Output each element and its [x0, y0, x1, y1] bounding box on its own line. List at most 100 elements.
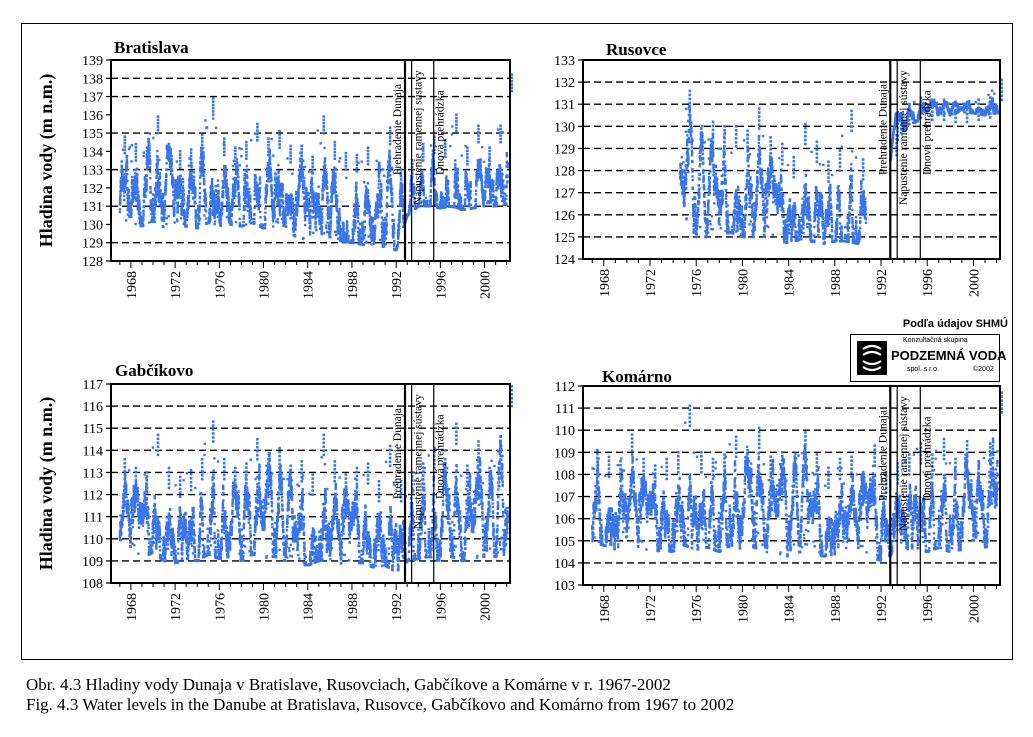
data-point: [315, 221, 317, 223]
data-point: [217, 185, 219, 187]
data-point: [274, 173, 276, 175]
data-point: [198, 208, 200, 210]
data-point: [377, 187, 379, 189]
data-point: [380, 189, 382, 191]
data-point: [324, 157, 326, 159]
data-point: [160, 199, 162, 201]
data-point: [203, 171, 205, 173]
data-point: [331, 200, 333, 202]
data-point: [330, 222, 332, 224]
data-point: [205, 205, 207, 207]
data-point: [253, 213, 255, 215]
data-point: [148, 143, 150, 145]
data-point: [311, 182, 313, 184]
data-point: [195, 220, 197, 222]
data-point: [159, 184, 161, 186]
data-point: [304, 224, 306, 226]
data-point: [160, 189, 162, 191]
data-point: [309, 222, 311, 224]
data-point: [346, 227, 348, 229]
data-point: [143, 152, 145, 154]
data-point: [373, 243, 375, 245]
data-point: [309, 215, 311, 217]
data-point: [265, 202, 267, 204]
data-point: [377, 203, 379, 205]
data-point: [361, 161, 363, 163]
data-point: [269, 163, 271, 165]
data-point: [234, 190, 236, 192]
data-point: [204, 188, 206, 190]
data-point: [385, 219, 387, 221]
data-point: [225, 174, 227, 176]
data-point: [227, 196, 229, 198]
data-point: [392, 235, 394, 237]
data-point: [336, 195, 338, 197]
data-point: [391, 198, 393, 200]
data-point: [158, 187, 160, 189]
data-point: [385, 224, 387, 226]
data-point: [165, 169, 167, 171]
data-point: [346, 232, 348, 234]
data-point: [244, 200, 246, 202]
data-point: [243, 169, 245, 171]
data-point: [231, 214, 233, 216]
data-point: [142, 210, 144, 212]
data-point: [177, 204, 179, 206]
data-point: [164, 201, 166, 203]
data-point: [162, 196, 164, 198]
data-point: [297, 203, 299, 205]
data-point: [316, 216, 318, 218]
data-point: [126, 161, 128, 163]
data-point: [409, 206, 411, 208]
data-point: [209, 219, 211, 221]
data-point: [331, 187, 333, 189]
data-point: [214, 220, 216, 222]
data-point: [304, 212, 306, 214]
data-point: [131, 144, 133, 146]
data-point: [284, 210, 286, 212]
data-point: [149, 177, 151, 179]
data-point: [345, 177, 347, 179]
data-point: [209, 211, 211, 213]
data-point: [199, 192, 201, 194]
data-point: [146, 180, 148, 182]
data-point: [255, 177, 257, 179]
data-point: [389, 161, 391, 163]
data-point: [308, 192, 310, 194]
data-point: [296, 214, 298, 216]
data-point: [321, 222, 323, 224]
data-point: [402, 199, 404, 201]
data-point: [239, 222, 241, 224]
data-point: [215, 185, 217, 187]
data-point: [209, 209, 211, 211]
data-point: [248, 191, 250, 193]
data-point: [182, 189, 184, 191]
data-point: [177, 202, 179, 204]
data-point: [139, 207, 141, 209]
data-point: [234, 183, 236, 185]
data-point: [264, 223, 266, 225]
data-point: [199, 218, 201, 220]
data-point: [393, 223, 395, 225]
data-point: [296, 210, 298, 212]
data-point: [174, 221, 176, 223]
data-point: [281, 192, 283, 194]
data-point: [304, 215, 306, 217]
data-point: [393, 232, 395, 234]
data-point: [226, 184, 228, 186]
data-point: [131, 176, 133, 178]
data-point: [363, 237, 365, 239]
data-point: [149, 187, 151, 189]
data-point: [194, 187, 196, 189]
data-point: [270, 138, 272, 140]
data-point: [148, 138, 150, 140]
data-point: [154, 207, 156, 209]
data-point: [270, 179, 272, 181]
data-point: [136, 181, 138, 183]
data-point: [227, 199, 229, 201]
data-point: [194, 202, 196, 204]
data-point: [334, 231, 336, 233]
data-point: [146, 175, 148, 177]
data-point: [386, 203, 388, 205]
data-point: [126, 166, 128, 168]
